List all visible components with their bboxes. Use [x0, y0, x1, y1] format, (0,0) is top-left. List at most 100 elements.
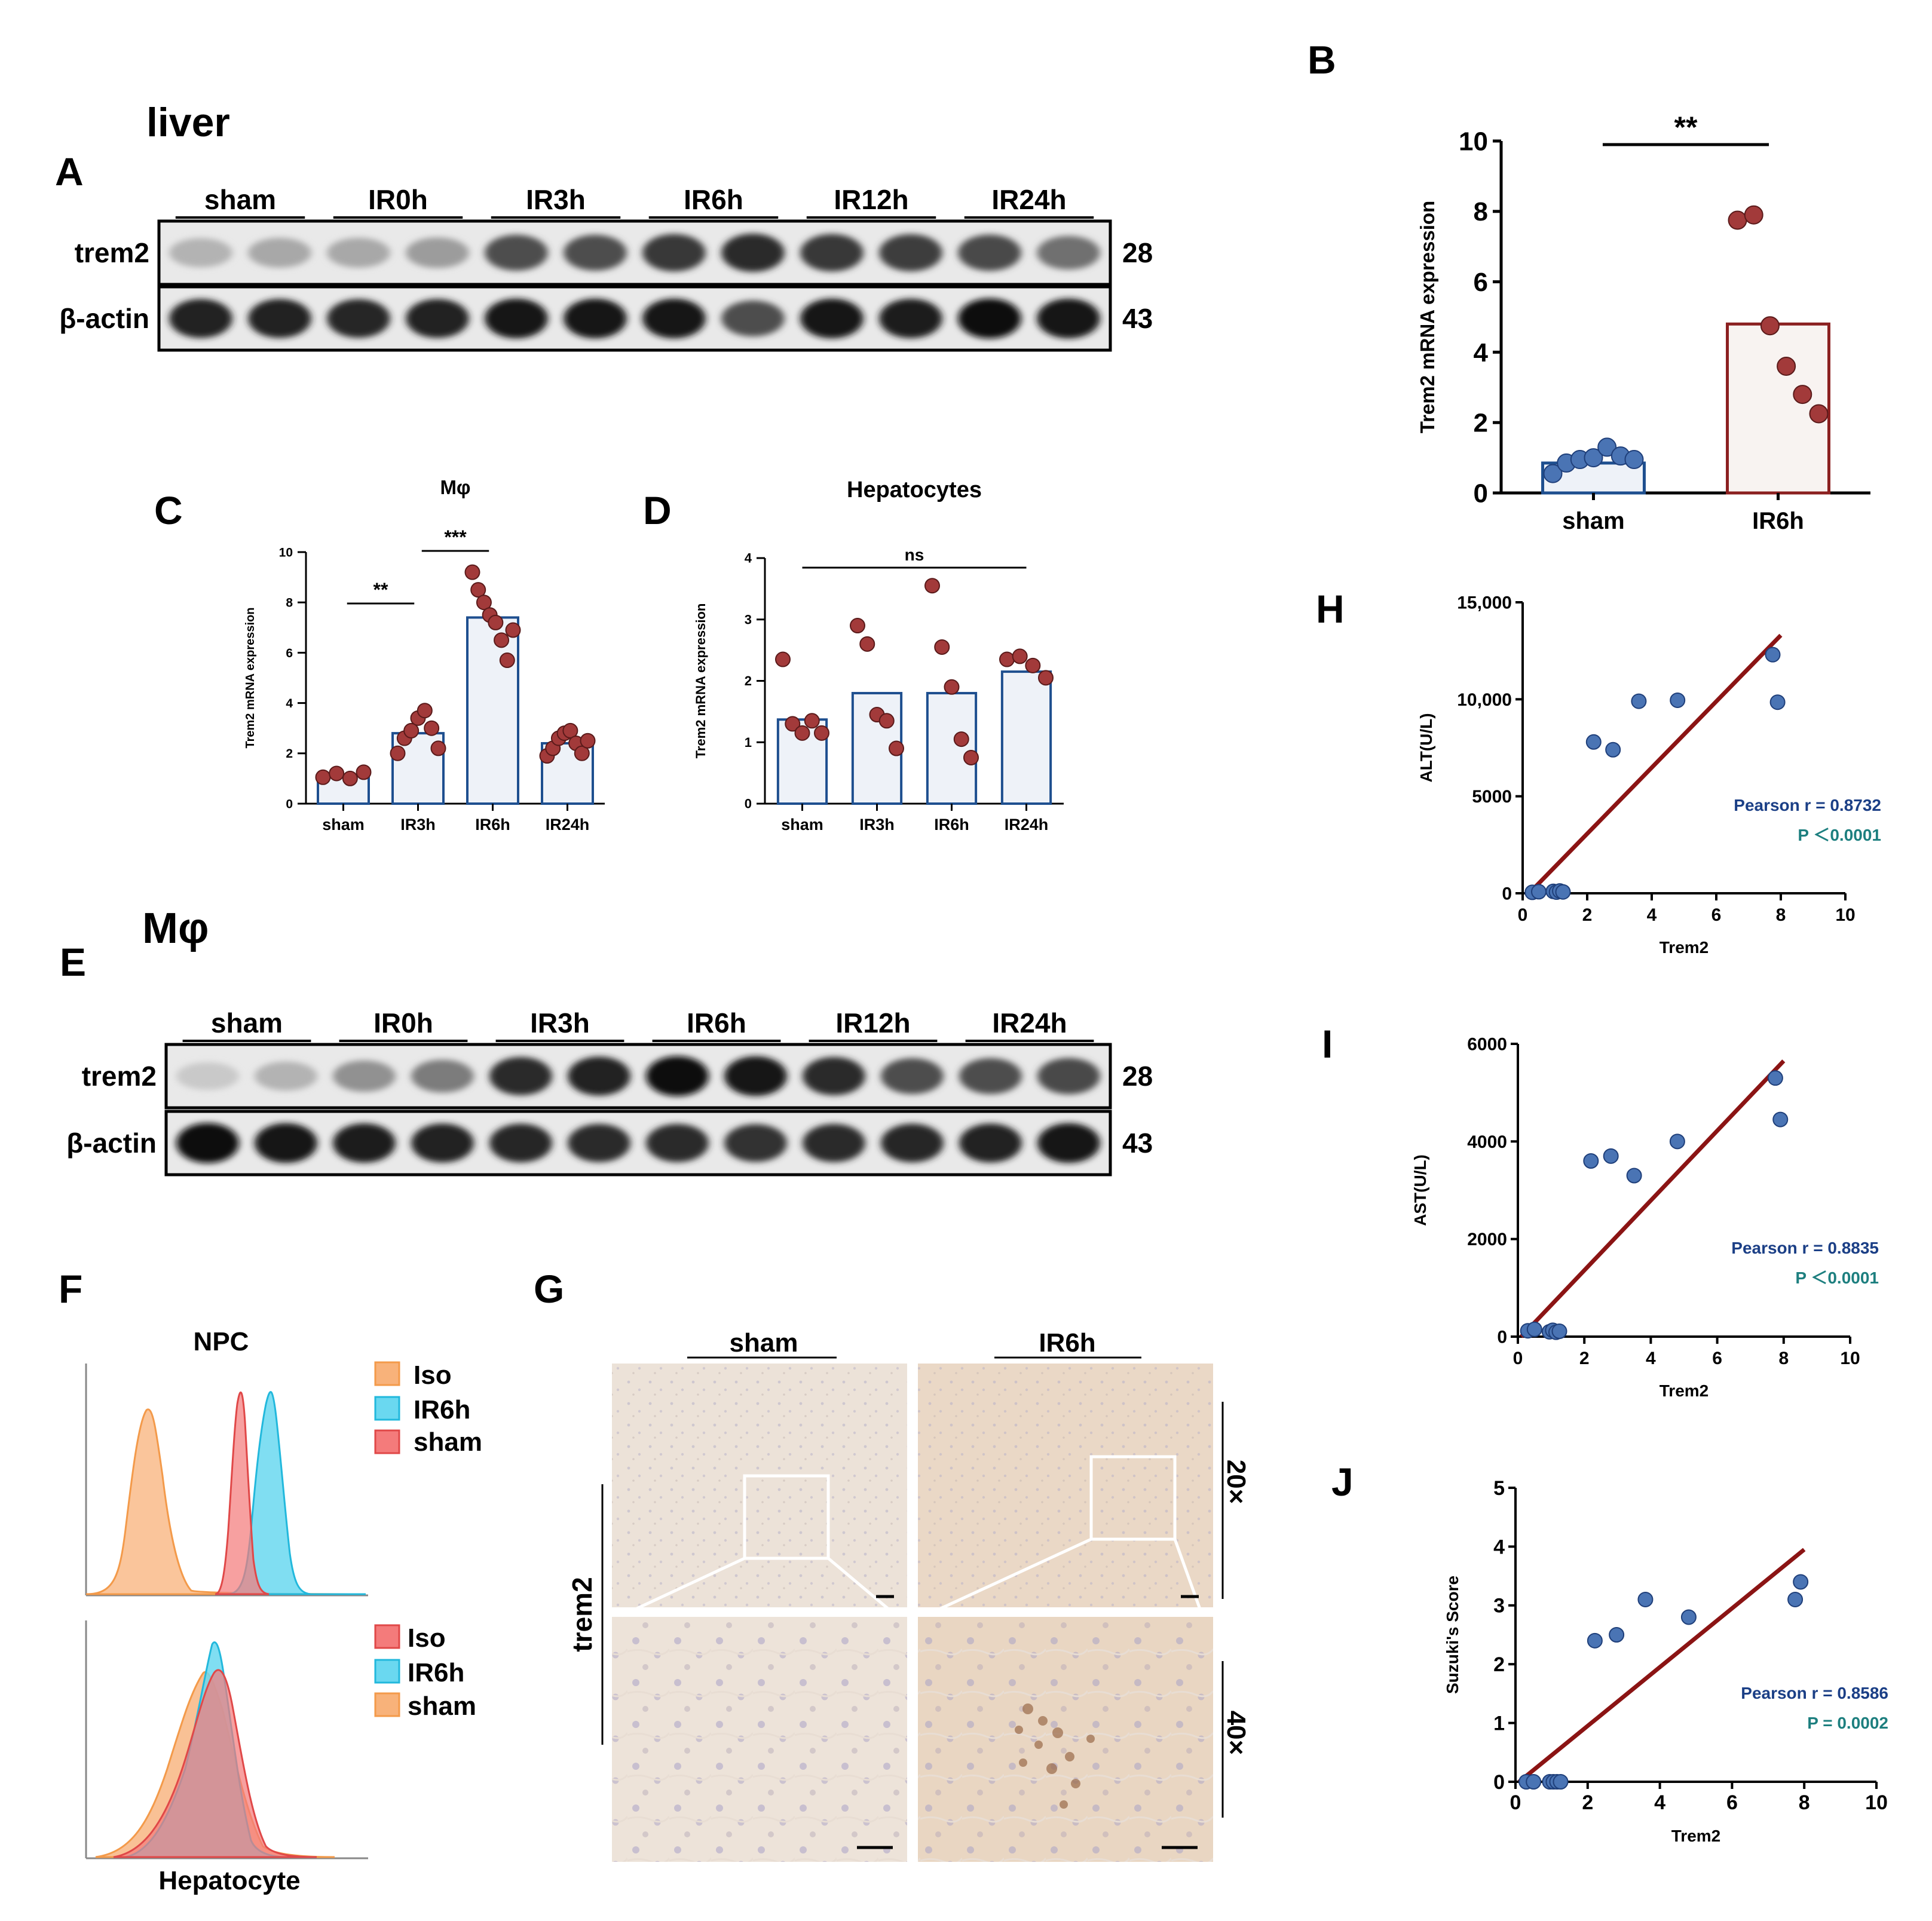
y-tick-label: 5 — [1493, 1477, 1505, 1500]
data-point — [1603, 1148, 1619, 1164]
panel-e: E Mφ sham IR0h IR3h IR6h IR12h IR24h trem2 28 β-… — [60, 905, 1153, 1177]
data-point — [1626, 1168, 1642, 1184]
chart-d: 0 1 2 3 4 Trem2 mRNA expression Hepatocytes sha… — [693, 477, 1064, 834]
y-tick-label: 15,000 — [1457, 593, 1512, 613]
y-tick-label: 4 — [286, 697, 293, 710]
blot-band — [1037, 1058, 1100, 1095]
data-point — [1531, 884, 1547, 900]
ihc-mag-40x: 40× — [1221, 1711, 1251, 1755]
data-point — [1583, 1153, 1599, 1169]
y-tick-label: 8 — [1474, 197, 1488, 226]
data-point — [814, 725, 829, 741]
blot-band — [803, 1123, 865, 1163]
panel-e-title: Mφ — [142, 905, 209, 952]
data-point — [342, 770, 358, 786]
blot-band — [333, 1060, 396, 1092]
x-tick-label: 8 — [1799, 1791, 1810, 1814]
panel-letter-e: E — [60, 940, 86, 984]
data-point — [878, 713, 895, 729]
blot-band — [333, 1123, 396, 1163]
data-point — [1777, 356, 1796, 376]
blot-band — [881, 1123, 944, 1163]
y-tick-label: 4 — [1474, 338, 1489, 367]
ihc-ir6h-zoom-box — [1089, 1455, 1177, 1541]
data-point — [1744, 205, 1763, 225]
data-point — [1787, 1591, 1804, 1607]
blot-band — [248, 299, 311, 338]
data-point — [924, 578, 940, 594]
blot-band — [1037, 298, 1100, 339]
y-tick-label: 6 — [1474, 268, 1488, 297]
x-tick-label: 10 — [1865, 1791, 1888, 1814]
x-tick-label: 4 — [1646, 1349, 1656, 1368]
y-tick-label: 0 — [745, 796, 752, 811]
blot-band — [879, 298, 942, 339]
x-axis-label: Trem2 — [1660, 1381, 1709, 1400]
y-axis-label: Trem2 mRNA expression — [244, 607, 257, 748]
blot-group-label: IR0h — [373, 1007, 433, 1038]
blot-group-label: IR12h — [834, 184, 908, 215]
blot-band — [959, 1058, 1022, 1095]
legend-bottom-swatch-iso — [374, 1624, 400, 1649]
x-tick-label: 0 — [1518, 905, 1528, 925]
y-tick-label: 6 — [286, 647, 293, 660]
panel-letter-f: F — [59, 1267, 82, 1311]
data-point — [850, 618, 865, 634]
data-point — [1543, 464, 1563, 483]
y-tick-label: 3 — [1493, 1595, 1505, 1617]
hist-xlabel: Hepatocyte — [158, 1866, 300, 1895]
blot-band — [800, 298, 864, 339]
legend-top-label-ir6h: IR6h — [414, 1395, 470, 1424]
data-point — [1680, 1609, 1697, 1625]
data-point — [390, 745, 406, 761]
x-tick-label: 0 — [1513, 1349, 1523, 1368]
y-tick-label: 2 — [1493, 1653, 1505, 1676]
significance-label: ns — [905, 546, 924, 564]
blot-band — [724, 1056, 787, 1096]
legend-top-swatch-sham — [374, 1429, 400, 1454]
data-point — [775, 651, 791, 667]
x-tick-label: 4 — [1654, 1791, 1665, 1814]
y-axis-label: Suzuki's Score — [1443, 1576, 1462, 1694]
bar — [466, 616, 519, 805]
data-point — [356, 764, 372, 780]
blot-band — [803, 1056, 865, 1096]
x-tick-label: 2 — [1582, 1791, 1593, 1814]
ihc-group-sham: sham — [730, 1328, 798, 1358]
panel-letter-d: D — [643, 488, 672, 532]
blot-band — [881, 1058, 944, 1095]
ihc-ir6h-stain-cluster — [1015, 1704, 1095, 1809]
x-tick-label: 2 — [1579, 1349, 1590, 1368]
blot-group-label: IR3h — [526, 184, 586, 215]
bar — [1000, 670, 1052, 805]
blot-group-label: IR24h — [992, 1007, 1067, 1038]
data-point — [1793, 385, 1812, 405]
regression-line — [1527, 633, 1783, 895]
blot-band — [721, 300, 785, 337]
blot-band — [646, 1123, 709, 1163]
data-point — [1760, 316, 1780, 336]
blot-band — [646, 1056, 709, 1096]
data-point — [403, 722, 420, 739]
ihc-sham-20x-texture — [612, 1364, 907, 1607]
y-tick-label: 1 — [1493, 1712, 1505, 1735]
x-tick-label: 4 — [1647, 905, 1657, 925]
data-point — [329, 765, 345, 782]
y-tick-label: 5000 — [1472, 787, 1512, 807]
blot-kda-label: 28 — [1122, 1061, 1153, 1092]
data-point — [1637, 1591, 1654, 1607]
chart-i: 0 2 4 6 8 10 0 2000 4000 6000 Trem2 AST(U/L) Pearson… — [1411, 1035, 1879, 1401]
ihc-group-ir6h: IR6h — [1039, 1328, 1095, 1358]
data-point — [1765, 647, 1781, 663]
blot-group-label: IR3h — [530, 1007, 590, 1038]
y-tick-label: 10 — [1459, 127, 1488, 156]
legend-top-swatch-iso — [374, 1361, 400, 1386]
data-point — [1025, 657, 1041, 673]
data-point — [1553, 1774, 1569, 1790]
data-point — [1728, 210, 1747, 230]
ihc-row-label-trem2: trem2 — [567, 1577, 598, 1652]
data-point — [1772, 1111, 1789, 1128]
blot-band — [568, 1056, 630, 1096]
blot-band — [958, 234, 1021, 271]
blot-row-label: β-actin — [59, 303, 149, 334]
